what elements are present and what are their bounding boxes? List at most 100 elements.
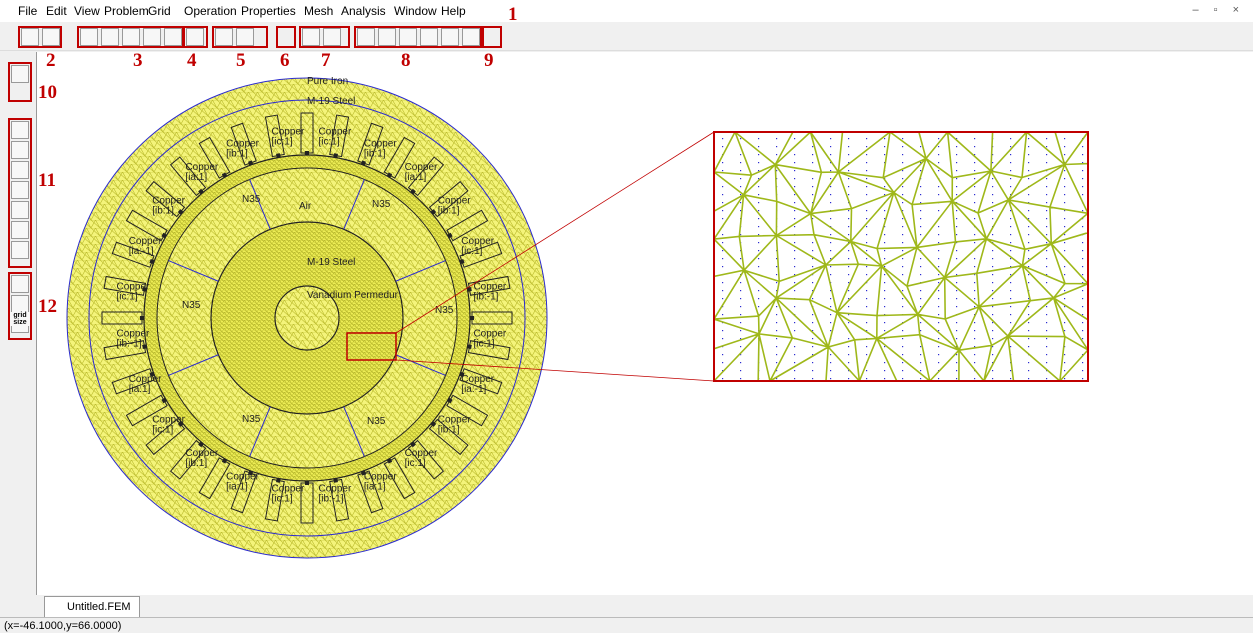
grid-dot — [902, 362, 904, 364]
grid-dot — [884, 306, 886, 308]
grid-dot — [884, 234, 886, 236]
menu-item[interactable]: Window — [394, 4, 437, 18]
grid-dot — [1064, 194, 1066, 196]
menu-item[interactable]: Mesh — [304, 4, 334, 18]
grid-dot — [956, 226, 958, 228]
grid-dot — [938, 338, 940, 340]
grid-size-button[interactable]: grid size — [10, 312, 30, 326]
toolbar-button[interactable] — [357, 28, 375, 46]
grid-dot — [974, 354, 976, 356]
toolbar-button[interactable] — [122, 28, 140, 46]
coil-material: Copper — [473, 328, 506, 339]
toolbar-button[interactable] — [11, 65, 29, 83]
grid-dot — [1064, 290, 1066, 292]
grid-dot — [1028, 210, 1030, 212]
grid-dot — [1064, 186, 1066, 188]
toolbar-group-outline — [354, 26, 482, 48]
toolbar-button[interactable] — [462, 28, 480, 46]
grid-dot — [1082, 298, 1084, 300]
grid-dot — [956, 186, 958, 188]
toolbar-button[interactable] — [11, 221, 29, 239]
grid-dot — [902, 274, 904, 276]
drawing-canvas[interactable]: Pure Iron M-19 Steel Air M-19 Steel Vanadium… — [36, 52, 1253, 595]
toolbar-button[interactable] — [378, 28, 396, 46]
toolbar-button[interactable] — [11, 121, 29, 139]
grid-dot — [1046, 146, 1048, 148]
grid-dot — [722, 162, 724, 164]
grid-dot — [1064, 154, 1066, 156]
grid-dot — [848, 258, 850, 260]
menu-item[interactable]: Grid — [148, 4, 171, 18]
grid-dot — [758, 218, 760, 220]
toolbar-button[interactable] — [80, 28, 98, 46]
grid-dot — [902, 146, 904, 148]
toolbar-button[interactable] — [11, 241, 29, 259]
grid-dot — [1064, 226, 1066, 228]
grid-dot — [848, 338, 850, 340]
grid-dot — [722, 290, 724, 292]
grid-dot — [776, 346, 778, 348]
grid-dot — [794, 186, 796, 188]
grid-dot — [974, 338, 976, 340]
grid-dot — [812, 178, 814, 180]
toolbar-button[interactable] — [11, 201, 29, 219]
toolbar-button[interactable] — [186, 28, 204, 46]
coil-material: Copper — [461, 236, 494, 247]
menu-item[interactable]: Operation — [184, 4, 237, 18]
toolbar-button[interactable] — [441, 28, 459, 46]
grid-dot — [938, 274, 940, 276]
toolbar-button[interactable] — [11, 275, 29, 293]
annotation-number: 12 — [38, 296, 57, 317]
toolbar-button[interactable] — [11, 295, 29, 313]
grid-dot — [1046, 194, 1048, 196]
stator-slot — [198, 457, 231, 500]
annotation-number: 3 — [133, 50, 143, 71]
menu-item[interactable]: File — [18, 4, 38, 18]
grid-dot — [1028, 282, 1030, 284]
menu-item[interactable]: Help — [441, 4, 466, 18]
grid-dot — [938, 194, 940, 196]
toolbar-button[interactable] — [323, 28, 341, 46]
toolbar-button[interactable] — [143, 28, 161, 46]
toolbar-button[interactable] — [302, 28, 320, 46]
toolbar-button[interactable] — [420, 28, 438, 46]
grid-dot — [794, 306, 796, 308]
toolbar-button[interactable] — [11, 161, 29, 179]
toolbar-button[interactable] — [164, 28, 182, 46]
toolbar-button[interactable] — [101, 28, 119, 46]
grid-dot — [848, 146, 850, 148]
grid-dot — [848, 370, 850, 372]
toolbar-button[interactable] — [236, 28, 254, 46]
slot-node — [149, 371, 155, 377]
grid-dot — [1064, 298, 1066, 300]
stator-slot — [357, 470, 384, 514]
grid-dot — [1028, 138, 1030, 140]
grid-dot — [956, 306, 958, 308]
grid-dot — [992, 370, 994, 372]
grid-dot — [884, 226, 886, 228]
menu-item[interactable]: Problem — [104, 4, 149, 18]
menu-item[interactable]: Analysis — [341, 4, 386, 18]
grid-dot — [1046, 218, 1048, 220]
toolbar-group-outline — [8, 118, 32, 268]
grid-dot — [722, 362, 724, 364]
grid-dot — [974, 346, 976, 348]
grid-dot — [740, 346, 742, 348]
grid-dot — [830, 234, 832, 236]
grid-dot — [1064, 370, 1066, 372]
grid-dot — [920, 202, 922, 204]
stator-slot — [111, 241, 155, 268]
toolbar-button[interactable] — [42, 28, 60, 46]
grid-dot — [1064, 346, 1066, 348]
menu-item[interactable]: Properties — [241, 4, 296, 18]
slot-node — [305, 151, 309, 155]
toolbar-button[interactable] — [11, 141, 29, 159]
menu-item[interactable]: Edit — [46, 4, 67, 18]
menu-item[interactable]: View — [74, 4, 100, 18]
toolbar-button[interactable] — [21, 28, 39, 46]
toolbar-button[interactable] — [399, 28, 417, 46]
coil-circuit: [ib:1] — [185, 458, 207, 469]
toolbar-button[interactable] — [11, 181, 29, 199]
toolbar-button[interactable] — [215, 28, 233, 46]
document-tab[interactable]: Untitled.FEM — [44, 596, 140, 617]
